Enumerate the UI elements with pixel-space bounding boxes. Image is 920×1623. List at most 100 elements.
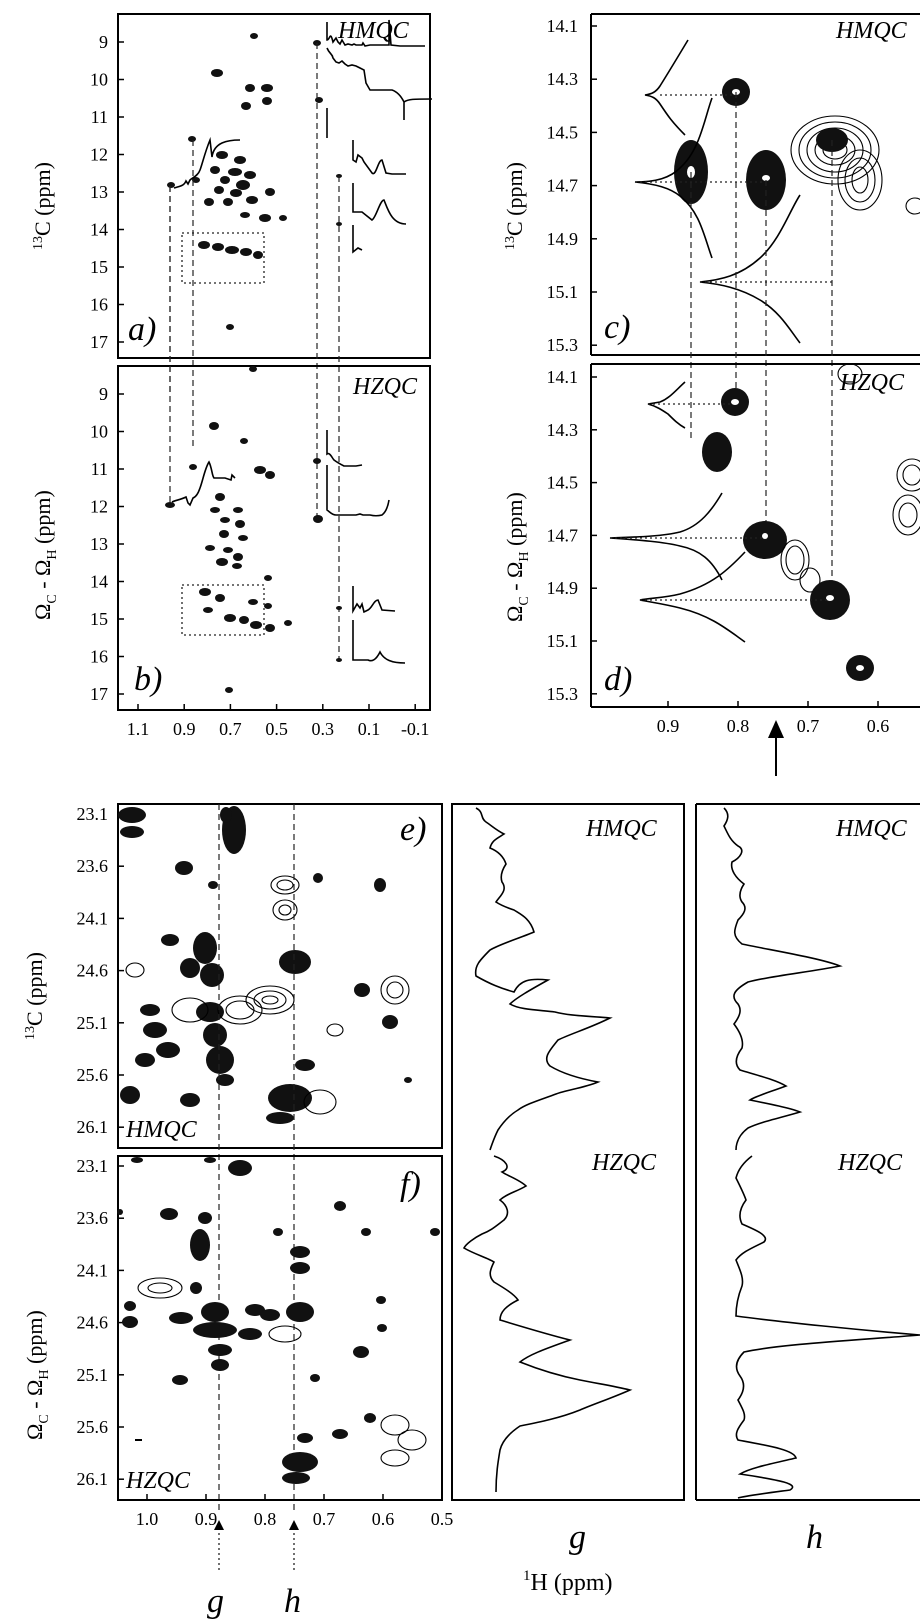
y-tick-label: 15.3 [547, 684, 579, 704]
y-tick-label: 24.6 [77, 1313, 109, 1333]
panel-a: 9 10 11 12 13 14 15 16 17 HMQC a) [90, 13, 433, 660]
marker-h: h [284, 1583, 301, 1620]
y-tick-label: 25.1 [77, 1365, 109, 1385]
panel-f-y-ticks: 23.1 23.6 24.1 24.6 25.1 25.6 26.1 [77, 1156, 124, 1489]
y-tick-label: 14 [90, 572, 108, 592]
panel-c-ylabel: 13C (ppm) [502, 162, 527, 250]
panel-b: 9 10 11 12 13 14 15 16 17 1.1 0.9 0.7 0.5 0.3 0.1 -0.1… [90, 186, 431, 739]
panel-d-tag: HZQC [839, 370, 905, 396]
y-tick-label: 26.1 [77, 1469, 109, 1489]
x-tick-label: 0.9 [195, 1509, 218, 1529]
y-tick-label: 15.3 [547, 335, 579, 355]
y-tick-label: 14.9 [547, 229, 579, 249]
panel-b-tag: HZQC [352, 374, 418, 400]
panel-a-spots [167, 33, 342, 330]
x-tick-label: 0.5 [265, 719, 288, 739]
panel-c-letter: c) [604, 309, 630, 346]
panel-f-x-ticks: 1.0 0.9 0.8 0.7 0.6 0.5 [136, 1494, 454, 1529]
x-tick-label: 0.3 [312, 719, 335, 739]
y-tick-label: 14.7 [547, 176, 579, 196]
panel-e-contours [118, 806, 412, 1124]
y-tick-label: 14.5 [547, 122, 579, 142]
panel-f-letter: f) [400, 1166, 421, 1203]
panel-e-letter: e) [400, 811, 426, 848]
panel-b-x-ticks: 1.1 0.9 0.7 0.5 0.3 0.1 -0.1 [127, 704, 430, 739]
y-tick-label: 26.1 [77, 1117, 109, 1137]
panel-g: HMQC HZQC [451, 803, 685, 1501]
panel-c-y-ticks: 14.1 14.3 14.5 14.7 14.9 15.1 15.3 [547, 16, 597, 355]
x-tick-label: 0.5 [431, 1509, 454, 1529]
panel-b-y-ticks: 9 10 11 12 13 14 15 16 17 [90, 384, 124, 704]
y-tick-label: 15 [90, 257, 108, 277]
x-tick-label: 0.8 [254, 1509, 277, 1529]
panel-d-x-ticks: 0.9 0.8 0.7 0.6 [657, 701, 890, 736]
panel-d-contours [702, 363, 920, 681]
panel-h-letter: h [806, 1519, 823, 1556]
panel-h-tag-bottom: HZQC [837, 1150, 903, 1176]
y-tick-label: 14.1 [547, 367, 579, 387]
y-tick-label: 12 [90, 497, 108, 517]
panel-d-letter: d) [604, 661, 632, 698]
y-tick-label: 25.6 [77, 1417, 109, 1437]
y-tick-label: 16 [90, 295, 108, 315]
y-tick-label: 16 [90, 647, 108, 667]
y-tick-label: 14.7 [547, 525, 579, 545]
x-tick-label: 0.6 [867, 716, 890, 736]
x-tick-label: 0.1 [358, 719, 381, 739]
y-tick-label: 10 [90, 422, 108, 442]
x-tick-label: 1.0 [136, 1509, 159, 1529]
y-tick-label: 14.9 [547, 578, 579, 598]
up-arrow [768, 720, 784, 776]
x-tick-label: -0.1 [401, 719, 430, 739]
x-tick-label: 0.8 [727, 716, 750, 736]
panel-a-ylabel: 13C (ppm) [30, 162, 55, 250]
y-tick-label: 24.1 [77, 908, 109, 928]
y-tick-label: 14.5 [547, 473, 579, 493]
y-tick-label: 10 [90, 70, 108, 90]
y-tick-label: 13 [90, 182, 108, 202]
y-tick-label: 15 [90, 609, 108, 629]
x-tick-label: 0.9 [657, 716, 680, 736]
y-tick-label: 13 [90, 534, 108, 554]
panel-b-ylabel: ΩC - ΩH (ppm) [30, 490, 60, 620]
marker-g: g [207, 1583, 224, 1620]
panel-h-tag-top: HMQC [835, 816, 908, 842]
panel-f-tag: HZQC [125, 1468, 191, 1494]
panel-e-y-ticks: 23.1 23.6 24.1 24.6 25.1 25.6 26.1 [77, 804, 124, 1137]
panel-b-spots [165, 366, 342, 693]
y-tick-label: 23.6 [77, 856, 109, 876]
y-tick-label: 25.6 [77, 1065, 109, 1085]
panel-e-ylabel: 13C (ppm) [22, 952, 47, 1040]
y-tick-label: 14.3 [547, 69, 579, 89]
panel-a-y-ticks: 9 10 11 12 13 14 15 16 17 [90, 32, 124, 352]
panel-h: HMQC HZQC [695, 803, 920, 1501]
y-tick-label: 14.3 [547, 420, 579, 440]
y-tick-label: 24.6 [77, 961, 109, 981]
x-tick-label: 0.7 [797, 716, 820, 736]
y-tick-label: 23.1 [77, 804, 109, 824]
panel-g-tag-bottom: HZQC [591, 1150, 657, 1176]
panel-a-zoom-box [181, 232, 265, 284]
panel-g-tag-top: HMQC [585, 816, 658, 842]
panel-f-ylabel: ΩC - ΩH (ppm) [22, 1310, 52, 1440]
y-tick-label: 11 [91, 459, 108, 479]
y-tick-label: 24.1 [77, 1260, 109, 1280]
y-tick-label: 23.1 [77, 1156, 109, 1176]
y-tick-label: 25.1 [77, 1013, 109, 1033]
y-tick-label: 11 [91, 107, 108, 127]
panel-d-ylabel: ΩC - ΩH (ppm) [502, 492, 532, 622]
y-tick-label: 12 [90, 145, 108, 165]
markers: g h [207, 1520, 301, 1620]
panel-f-contours [117, 1157, 440, 1484]
panel-b-zoom-box [181, 584, 265, 636]
x-tick-label: 0.7 [219, 719, 242, 739]
panel-e-tag: HMQC [125, 1117, 198, 1143]
y-tick-label: 23.6 [77, 1208, 109, 1228]
y-tick-label: 9 [99, 384, 108, 404]
y-tick-label: 14 [90, 220, 108, 240]
panel-d-y-ticks: 14.1 14.3 14.5 14.7 14.9 15.1 15.3 [547, 367, 597, 704]
y-tick-label: 17 [90, 684, 108, 704]
y-tick-label: 15.1 [547, 282, 579, 302]
panel-c: 14.1 14.3 14.5 14.7 14.9 15.1 15.3 HMQC c) [547, 13, 920, 598]
x-tick-label: 0.9 [173, 719, 196, 739]
